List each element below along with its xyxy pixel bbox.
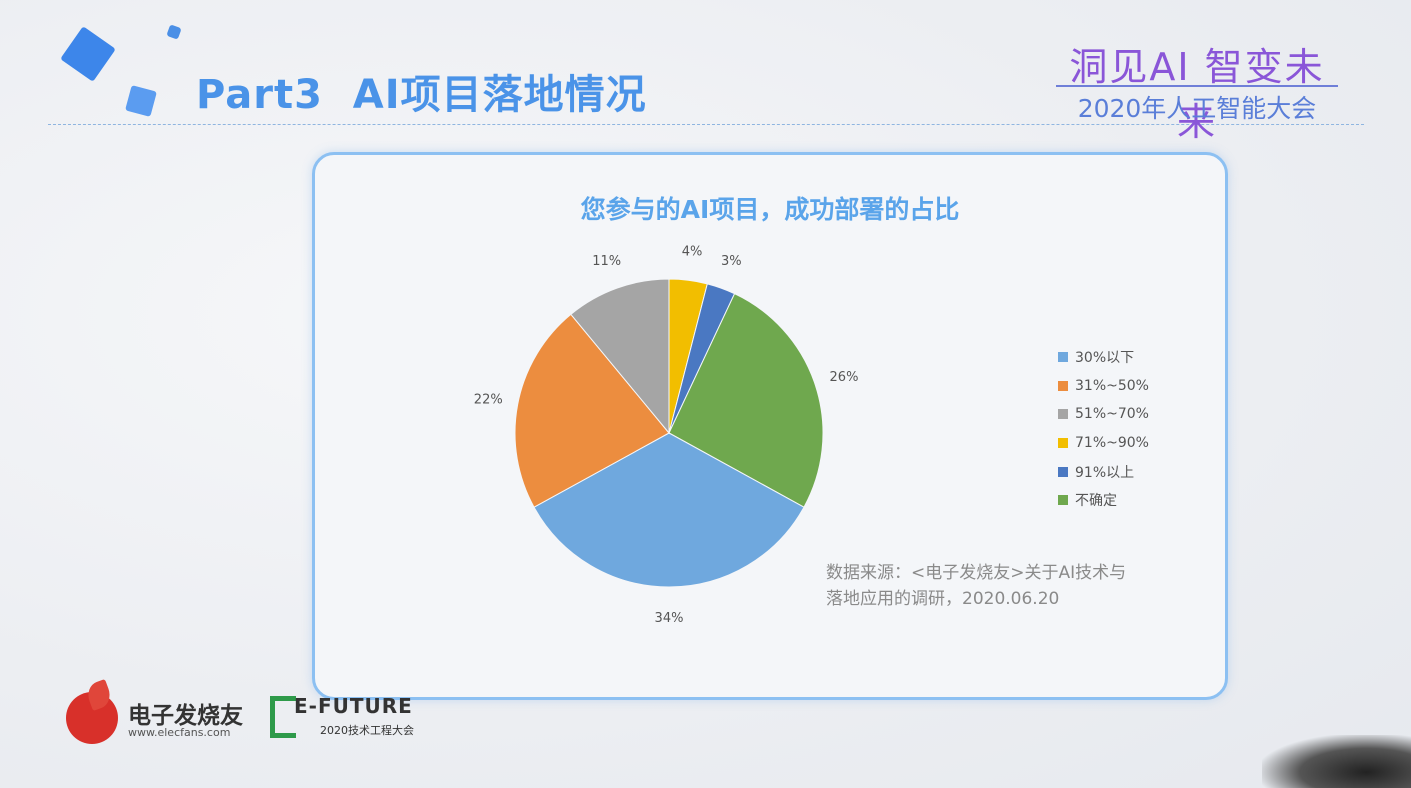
chart-legend: 30%以下 31%~50% 51%~70% 71%~90% 91%以上不确定 bbox=[1058, 343, 1149, 515]
legend-label: 不确定 bbox=[1075, 493, 1117, 510]
legend-label: 51%~70% bbox=[1075, 406, 1149, 423]
pie-slice bbox=[570, 278, 670, 435]
legend-item: 91%以上 bbox=[1058, 457, 1149, 486]
pie-data-label: 34% bbox=[655, 611, 684, 626]
pie-data-label: 11% bbox=[592, 254, 621, 269]
efuture-logo: E-FUTURE 2020技术工程大会 bbox=[270, 694, 430, 742]
legend-item: 不确定 bbox=[1058, 486, 1149, 515]
legend-item: 51%~70% bbox=[1058, 400, 1149, 429]
efuture-logo-mark bbox=[270, 696, 296, 738]
legend-label: 91%以上 bbox=[1075, 464, 1135, 481]
corner-watermark bbox=[1262, 735, 1411, 788]
chart-title: 您参与的AI项目，成功部署的占比 bbox=[580, 195, 960, 224]
pie-data-label: 26% bbox=[830, 370, 859, 385]
data-source-note: 数据来源：<电子发烧友>关于AI技术与 落地应用的调研，2020.06.20 bbox=[826, 560, 1186, 612]
data-source-line: 落地应用的调研，2020.06.20 bbox=[826, 589, 1060, 609]
elecfans-logo: 电子发烧友 www.elecfans.com bbox=[66, 679, 256, 746]
legend-item: 71%~90% bbox=[1058, 429, 1149, 458]
legend-item: 30%以下 bbox=[1058, 343, 1149, 372]
elecfans-logo-name: 电子发烧友 bbox=[128, 703, 243, 729]
legend-swatch bbox=[1058, 495, 1068, 506]
page-title: Part3 AI项目落地情况 bbox=[196, 72, 647, 118]
pie-data-label: 22% bbox=[474, 393, 503, 408]
conference-subtitle: 2020年人工智能大会 bbox=[1077, 94, 1317, 123]
legend-swatch bbox=[1058, 352, 1068, 363]
legend-label: 31%~50% bbox=[1075, 377, 1149, 394]
conference-title: 洞见AI 智变未来 bbox=[1069, 45, 1325, 144]
legend-item: 31%~50% bbox=[1058, 372, 1149, 401]
header-divider bbox=[48, 124, 1364, 125]
legend-swatch bbox=[1058, 438, 1068, 449]
pie-slice bbox=[514, 313, 670, 508]
elecfans-logo-url: www.elecfans.com bbox=[128, 726, 231, 739]
efuture-logo-name: E-FUTURE bbox=[294, 694, 413, 718]
legend-label: 30%以下 bbox=[1075, 350, 1135, 367]
conference-title-underline bbox=[1056, 85, 1338, 87]
efuture-logo-subtitle: 2020技术工程大会 bbox=[320, 724, 414, 737]
pie-data-label: 4% bbox=[682, 244, 703, 259]
legend-swatch bbox=[1058, 380, 1068, 391]
pie-slice bbox=[533, 432, 805, 588]
legend-swatch bbox=[1058, 466, 1068, 477]
legend-swatch bbox=[1058, 409, 1068, 420]
pie-data-label: 3% bbox=[721, 254, 742, 269]
legend-label: 71%~90% bbox=[1075, 435, 1149, 452]
data-source-line: 数据来源：<电子发烧友>关于AI技术与 bbox=[826, 563, 1127, 583]
